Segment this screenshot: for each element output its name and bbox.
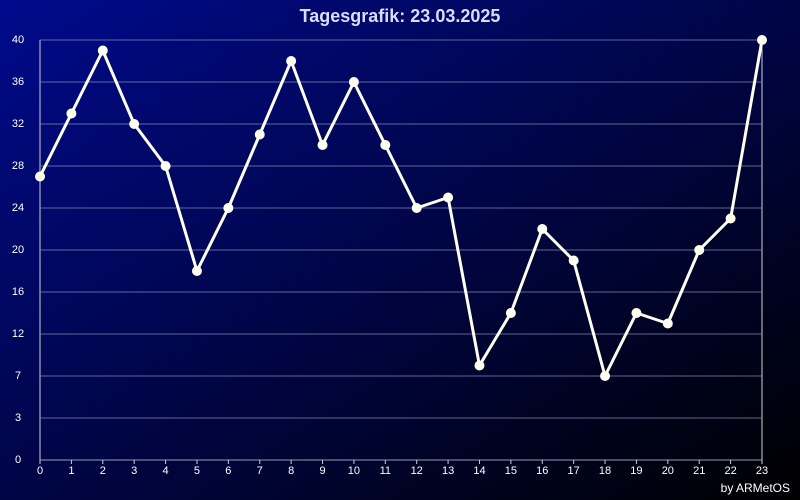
x-tick-label: 14 bbox=[473, 465, 485, 477]
y-tick-label: 32 bbox=[12, 118, 24, 130]
point bbox=[537, 224, 548, 234]
x-tick-label: 8 bbox=[288, 465, 294, 477]
y-tick-label: 40 bbox=[12, 34, 24, 46]
point bbox=[254, 129, 265, 140]
point bbox=[129, 119, 140, 129]
point bbox=[66, 108, 77, 119]
y-tick-label: 36 bbox=[12, 76, 24, 88]
y-tick-label: 16 bbox=[12, 286, 24, 298]
point bbox=[474, 360, 485, 371]
y-tick-label: 7 bbox=[15, 370, 21, 382]
x-tick-label: 4 bbox=[163, 465, 169, 477]
x-tick-label: 12 bbox=[411, 465, 423, 477]
x-tick-label: 9 bbox=[319, 465, 325, 477]
x-tick-label: 11 bbox=[380, 465, 391, 477]
point bbox=[568, 255, 579, 266]
x-tick-label: 19 bbox=[630, 465, 642, 477]
point bbox=[317, 140, 328, 150]
point bbox=[411, 203, 422, 213]
point bbox=[757, 35, 767, 45]
point bbox=[725, 213, 736, 224]
chart-title: Tagesgrafik: 23.03.2025 bbox=[300, 6, 501, 26]
point bbox=[380, 140, 391, 150]
x-tick-label: 2 bbox=[100, 465, 106, 477]
point bbox=[97, 45, 108, 56]
x-tick-label: 0 bbox=[37, 465, 43, 477]
point bbox=[694, 245, 705, 255]
x-tick-label: 3 bbox=[131, 465, 137, 477]
y-tick-label: 12 bbox=[12, 328, 24, 340]
x-tick-label: 17 bbox=[568, 465, 580, 477]
point bbox=[35, 171, 45, 182]
x-tick-label: 20 bbox=[662, 465, 674, 477]
x-tick-label: 6 bbox=[225, 465, 231, 477]
y-tick-label: 28 bbox=[12, 160, 24, 172]
y-tick-label: 24 bbox=[12, 202, 24, 214]
point bbox=[160, 161, 171, 171]
x-tick-label: 21 bbox=[693, 465, 705, 477]
y-tick-label: 3 bbox=[15, 412, 21, 424]
x-tick-label: 16 bbox=[536, 465, 548, 477]
x-tick-label: 22 bbox=[724, 465, 736, 477]
point bbox=[348, 77, 359, 87]
credit: by ARMetOS bbox=[721, 481, 790, 495]
point bbox=[600, 371, 611, 381]
x-tick-label: 7 bbox=[257, 465, 263, 477]
point bbox=[443, 192, 454, 203]
x-tick-label: 1 bbox=[68, 465, 74, 477]
x-tick-label: 18 bbox=[599, 465, 611, 477]
y-tick-label: 20 bbox=[12, 244, 24, 256]
x-tick-label: 15 bbox=[505, 465, 517, 477]
point bbox=[286, 56, 297, 66]
point bbox=[631, 308, 642, 318]
y-tick-label: 0 bbox=[15, 454, 21, 466]
line bbox=[38, 39, 764, 378]
point bbox=[662, 318, 673, 329]
point bbox=[505, 308, 516, 318]
x-tick-label: 5 bbox=[194, 465, 200, 477]
x-tick-label: 10 bbox=[348, 465, 360, 477]
point bbox=[223, 203, 234, 213]
x-tick-label: 13 bbox=[442, 465, 454, 477]
point bbox=[191, 266, 202, 276]
x-tick-label: 23 bbox=[756, 465, 768, 477]
